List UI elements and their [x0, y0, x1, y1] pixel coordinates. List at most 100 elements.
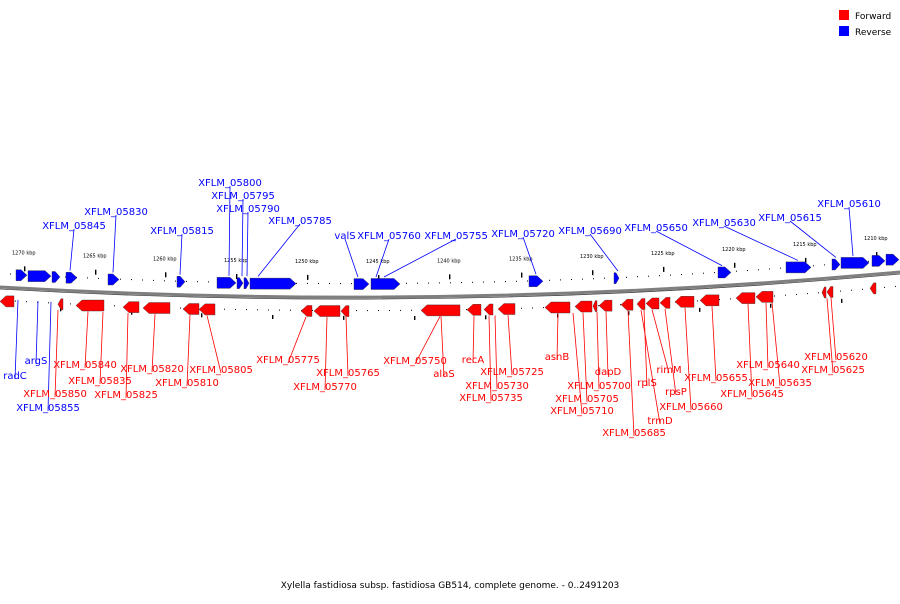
scale-dot	[626, 276, 627, 278]
scale-dot	[98, 277, 99, 279]
leader-line	[640, 309, 661, 425]
forward-gene	[75, 299, 105, 312]
scale-dot	[813, 265, 814, 267]
scale-dot	[224, 308, 225, 310]
scale-dot	[884, 286, 885, 288]
tick-label: 1230 kbp	[580, 254, 604, 260]
scale-dot	[895, 285, 896, 287]
scale-dot	[175, 280, 176, 282]
scale-dot	[604, 277, 605, 279]
forward-gene	[313, 305, 341, 317]
scale-tick	[628, 311, 630, 316]
forward-gene	[340, 305, 350, 317]
leader-line	[125, 313, 129, 399]
scale-dot	[769, 268, 770, 270]
reverse-gene	[613, 272, 620, 284]
leader-line	[643, 309, 648, 387]
reverse-gene	[243, 277, 250, 289]
forward-gene	[699, 294, 720, 307]
scale-dot	[164, 280, 165, 282]
scale-dot	[70, 303, 71, 305]
forward-gene-label: XFLM_05810	[155, 378, 219, 389]
scale-tick	[770, 303, 772, 308]
forward-gene	[645, 297, 660, 310]
forward-gene	[755, 291, 774, 303]
scale-dot	[582, 278, 583, 280]
scale-dot	[730, 298, 731, 300]
forward-gene	[420, 304, 461, 317]
scale-tick	[201, 313, 203, 318]
reverse-gene	[353, 278, 370, 290]
scale-ticks: 1270 kbp 1265 kbp 1260 kbp 1255 kbp 1250 kbp…	[12, 236, 888, 320]
scale-dot	[197, 281, 198, 283]
tick-label: 1210 kbp	[864, 236, 888, 242]
scale-dot	[543, 307, 544, 309]
forward-gene-label: trmD	[647, 416, 673, 427]
reverse-gene-label: argS	[25, 356, 48, 367]
forward-gene-label: XFLM_05710	[550, 406, 614, 417]
forward-gene	[620, 299, 634, 311]
forward-gene	[57, 298, 64, 310]
forward-gene	[198, 303, 216, 316]
reverse-gene-label: radC	[3, 371, 27, 382]
forward-gene-label: rplS	[637, 378, 657, 389]
reverse-gene-label: XFLM_05630	[692, 218, 756, 229]
scale-dot	[417, 282, 418, 284]
tick-label: 1235 kbp	[509, 257, 533, 263]
leader-line	[472, 315, 475, 364]
scale-dot	[131, 279, 132, 281]
forward-gene-label: XFLM_05685	[602, 428, 666, 439]
scale-dot	[142, 279, 143, 281]
leader-line	[151, 313, 156, 373]
legend: Forward Reverse	[839, 10, 892, 38]
scale-dot	[598, 305, 599, 307]
leader-line	[206, 315, 222, 374]
scale-tick	[343, 315, 345, 320]
forward-gene-label: XFLM_05635	[748, 378, 812, 389]
scale-dot	[807, 293, 808, 295]
leader-line	[14, 299, 19, 380]
forward-gene-label: XFLM_05825	[94, 390, 158, 401]
scale-dot	[758, 269, 759, 271]
forward-gene-label: XFLM_05625	[801, 365, 865, 376]
scale-tick	[449, 274, 451, 280]
scale-dot	[329, 283, 330, 285]
tick-label: 1240 kbp	[437, 258, 461, 264]
scale-dot	[340, 283, 341, 285]
scale-tick	[414, 316, 416, 320]
leader-line	[47, 301, 52, 412]
forward-gene-label: XFLM_05850	[23, 389, 87, 400]
scale-dot	[406, 282, 407, 284]
leader-line	[507, 314, 513, 376]
scale-tick	[485, 315, 487, 320]
tick-label: 1245 kbp	[366, 259, 390, 265]
reverse-gene-label: XFLM_05845	[42, 221, 106, 232]
reverse-gene	[717, 266, 732, 279]
scale-dot	[257, 309, 258, 311]
reverse-gene	[249, 277, 297, 290]
forward-gene	[497, 303, 516, 315]
reverse-gene	[871, 255, 886, 267]
scale-dot	[290, 309, 291, 311]
forward-gene	[659, 297, 671, 309]
scale-dot	[703, 272, 704, 274]
reverse-gene-label: XFLM_05720	[491, 229, 555, 240]
scale-dot	[10, 273, 11, 275]
genes	[0, 253, 900, 317]
scale-tick	[307, 274, 309, 280]
forward-gene-label: XFLM_05700	[567, 381, 631, 392]
forward-gene-label: XFLM_05660	[659, 402, 723, 413]
reverse-gene-label: XFLM_05795	[211, 191, 275, 202]
leader-line	[826, 298, 834, 374]
scale-dot	[840, 290, 841, 292]
scale-dot	[719, 299, 720, 301]
reverse-gene-label: XFLM_05855	[16, 403, 80, 414]
reverse-gene-label: XFLM_05790	[216, 204, 280, 215]
tick-label: 1220 kbp	[722, 247, 746, 253]
reverse-gene	[528, 275, 544, 287]
scale-dot	[312, 309, 313, 311]
scale-tick	[521, 272, 523, 278]
scale-tick	[805, 257, 807, 263]
